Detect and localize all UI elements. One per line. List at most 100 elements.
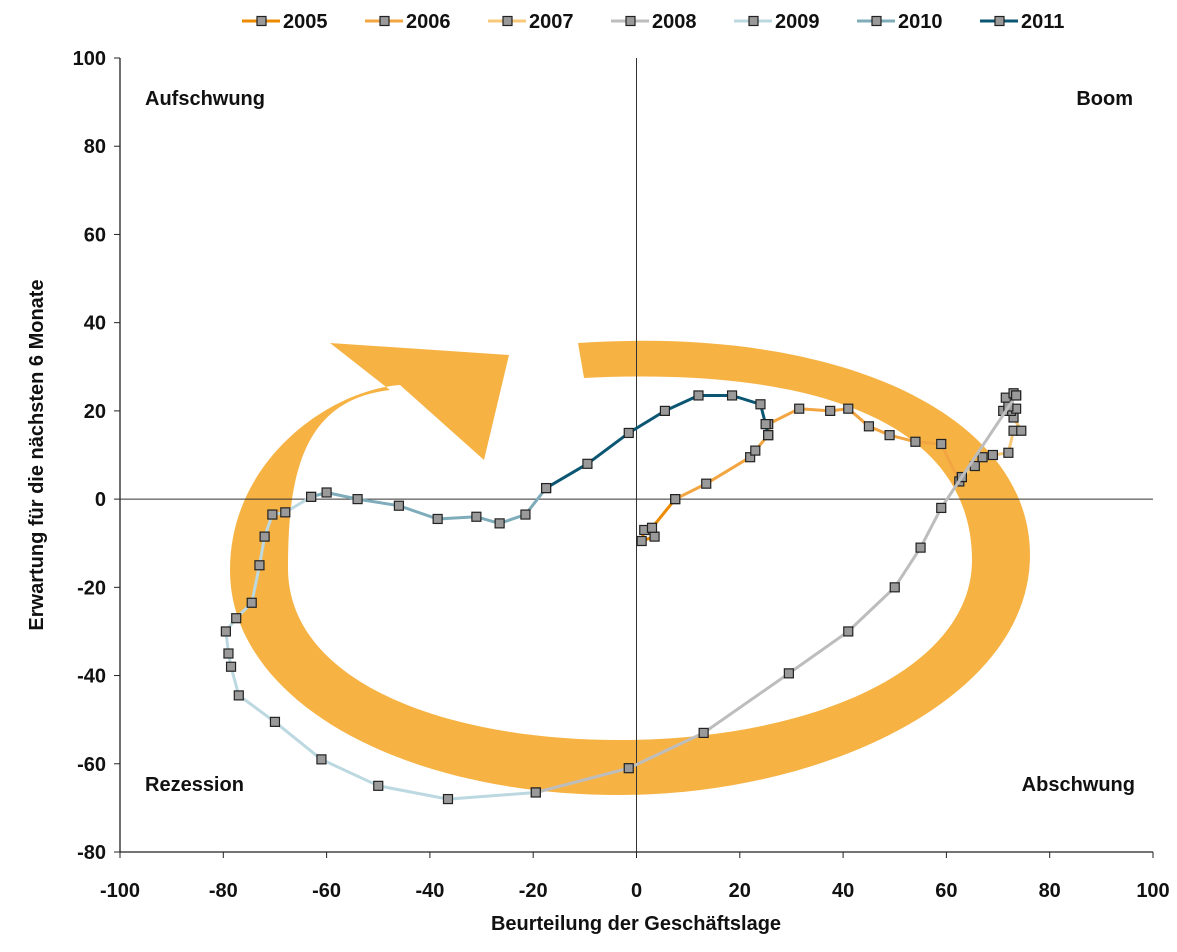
- y-tick-label: -60: [77, 754, 106, 776]
- legend-label-2008: 2008: [652, 11, 697, 33]
- data-point-2007: [977, 452, 988, 463]
- data-point-2008: [915, 542, 926, 553]
- data-point-2009: [267, 509, 278, 520]
- legend-item-2006: 2006: [365, 11, 451, 33]
- data-point-2009: [269, 716, 281, 727]
- series-line-2010: [309, 486, 548, 525]
- legend-label-2009: 2009: [775, 11, 820, 33]
- legend-label-2011: 2011: [1021, 11, 1064, 33]
- data-point-2005: [646, 522, 658, 533]
- data-point-2008: [1011, 390, 1022, 401]
- data-point-2008: [936, 502, 947, 514]
- data-point-2009: [223, 648, 234, 659]
- data-point-2007: [1016, 425, 1027, 436]
- data-point-2009: [442, 793, 454, 805]
- data-point-2011: [763, 430, 774, 441]
- labels: Aufschwung Boom Rezession Abschwung Beur…: [26, 88, 1135, 935]
- x-tick-label: -100: [100, 880, 140, 902]
- legend-label-2006: 2006: [406, 11, 451, 33]
- x-tick-label: -20: [519, 880, 548, 902]
- data-point-2011: [582, 458, 593, 469]
- x-tick-label: 80: [1039, 880, 1061, 902]
- data-point-2006: [884, 430, 895, 441]
- y-tick-label: 20: [84, 401, 106, 423]
- y-tick-label: 100: [73, 48, 106, 70]
- x-tick-label: 60: [935, 880, 957, 902]
- y-tick-label: -40: [77, 666, 106, 688]
- data-point-2006: [843, 403, 854, 414]
- y-tick-label: 60: [84, 224, 106, 246]
- axes: -100 -80 -60 -40 -20 0 20 40 60 80 100 -80 -60 -40 -20…: [73, 48, 1170, 902]
- y-tick-label: 0: [95, 489, 106, 511]
- data-point-2008: [623, 763, 634, 774]
- y-tick-label: 40: [84, 313, 106, 335]
- data-point-2011: [623, 427, 634, 439]
- legend-item-2005: 2005: [242, 11, 328, 33]
- legend-marker-2009: [748, 15, 759, 27]
- series-2009: [220, 491, 541, 805]
- legend-label-2010: 2010: [898, 11, 943, 33]
- data-point-2006: [745, 452, 756, 463]
- legend-item-2011: 2011: [980, 11, 1064, 33]
- data-point-2009: [259, 531, 270, 542]
- data-point-2011: [659, 405, 671, 416]
- data-point-2010: [393, 500, 405, 511]
- legend-item-2008: 2008: [611, 11, 697, 33]
- series-group: [220, 388, 1027, 805]
- x-tick-label: 40: [832, 880, 854, 902]
- data-point-2009: [220, 626, 231, 637]
- cycle-arrow: [230, 340, 1030, 795]
- data-point-2006: [863, 421, 875, 432]
- data-point-2011: [755, 399, 766, 410]
- x-tick-label: 20: [729, 880, 751, 902]
- series-line-2011: [544, 394, 770, 490]
- data-point-2011: [693, 390, 704, 401]
- data-point-2008: [843, 626, 854, 637]
- x-tick-label: 100: [1136, 880, 1169, 902]
- data-point-2009: [225, 661, 237, 672]
- data-point-2009: [280, 507, 291, 518]
- series-line-2009: [224, 495, 538, 801]
- data-point-2006: [910, 436, 921, 447]
- legend-item-2010: 2010: [857, 11, 943, 33]
- data-point-2009: [231, 613, 242, 624]
- legend-item-2009: 2009: [734, 11, 820, 33]
- data-point-2009: [373, 780, 384, 791]
- y-tick-label: -80: [77, 842, 106, 864]
- data-point-2011: [726, 390, 738, 401]
- quadrant-label-top-right: Boom: [1076, 88, 1133, 110]
- series-2011: [541, 390, 774, 494]
- legend-item-2007: 2007: [488, 11, 574, 33]
- data-point-2006: [794, 403, 805, 414]
- series-2010: [306, 482, 552, 529]
- x-tick-label: -60: [312, 880, 341, 902]
- legend: 2005 2006 2007 2008 2009 2010 2011: [242, 11, 1064, 33]
- quadrant-label-bottom-left: Rezession: [145, 774, 244, 796]
- data-point-2006: [825, 405, 836, 416]
- data-point-2008: [783, 668, 794, 679]
- data-point-2009: [233, 690, 244, 701]
- data-point-2010: [432, 513, 443, 525]
- legend-marker-2011: [994, 15, 1005, 27]
- y-tick-label: -20: [77, 577, 106, 599]
- data-point-2009: [316, 754, 327, 765]
- quadrant-label-bottom-right: Abschwung: [1022, 774, 1135, 796]
- data-point-2011: [760, 419, 771, 430]
- legend-marker-2010: [871, 15, 882, 27]
- x-tick-label: -80: [209, 880, 238, 902]
- legend-label-2005: 2005: [283, 11, 328, 33]
- cycle-arrow-ring: [230, 340, 1030, 795]
- legend-marker-2006: [379, 15, 390, 27]
- data-point-2010: [306, 491, 317, 503]
- data-point-2010: [321, 487, 332, 498]
- data-point-2010: [352, 494, 363, 505]
- legend-label-2007: 2007: [529, 11, 574, 33]
- x-tick-label: 0: [631, 880, 642, 902]
- data-point-2010: [494, 518, 505, 529]
- data-point-2005: [636, 535, 647, 547]
- quadrant-label-top-left: Aufschwung: [145, 88, 265, 110]
- data-point-2007: [1003, 447, 1014, 458]
- data-point-2009: [246, 597, 257, 608]
